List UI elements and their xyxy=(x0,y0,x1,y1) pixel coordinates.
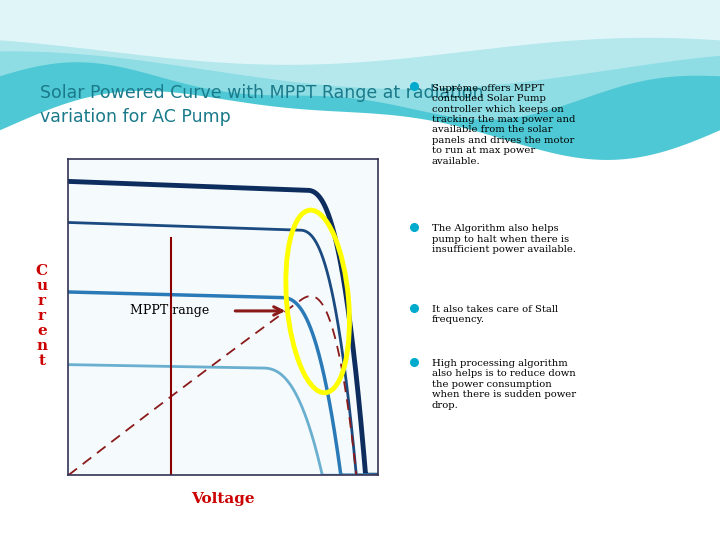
Text: High processing algorithm
also helps is to reduce down
the power consumption
whe: High processing algorithm also helps is … xyxy=(432,359,576,410)
Text: C
u
r
r
e
n
t: C u r r e n t xyxy=(36,264,48,368)
Polygon shape xyxy=(0,0,720,65)
Text: Supreme offers MPPT
controlled Solar Pump
controller which keeps on
tracking the: Supreme offers MPPT controlled Solar Pum… xyxy=(432,84,575,165)
Polygon shape xyxy=(0,0,720,160)
Text: Solar Powered Curve with MPPT Range at radiation: Solar Powered Curve with MPPT Range at r… xyxy=(40,84,483,102)
Text: variation for AC Pump: variation for AC Pump xyxy=(40,108,230,126)
Polygon shape xyxy=(0,0,720,89)
Text: The Algorithm also helps
pump to halt when there is
insufficient power available: The Algorithm also helps pump to halt wh… xyxy=(432,224,576,254)
Text: It also takes care of Stall
frequency.: It also takes care of Stall frequency. xyxy=(432,305,558,325)
Text: MPPT range: MPPT range xyxy=(130,305,210,318)
Text: Voltage: Voltage xyxy=(192,492,255,507)
Polygon shape xyxy=(0,0,720,120)
